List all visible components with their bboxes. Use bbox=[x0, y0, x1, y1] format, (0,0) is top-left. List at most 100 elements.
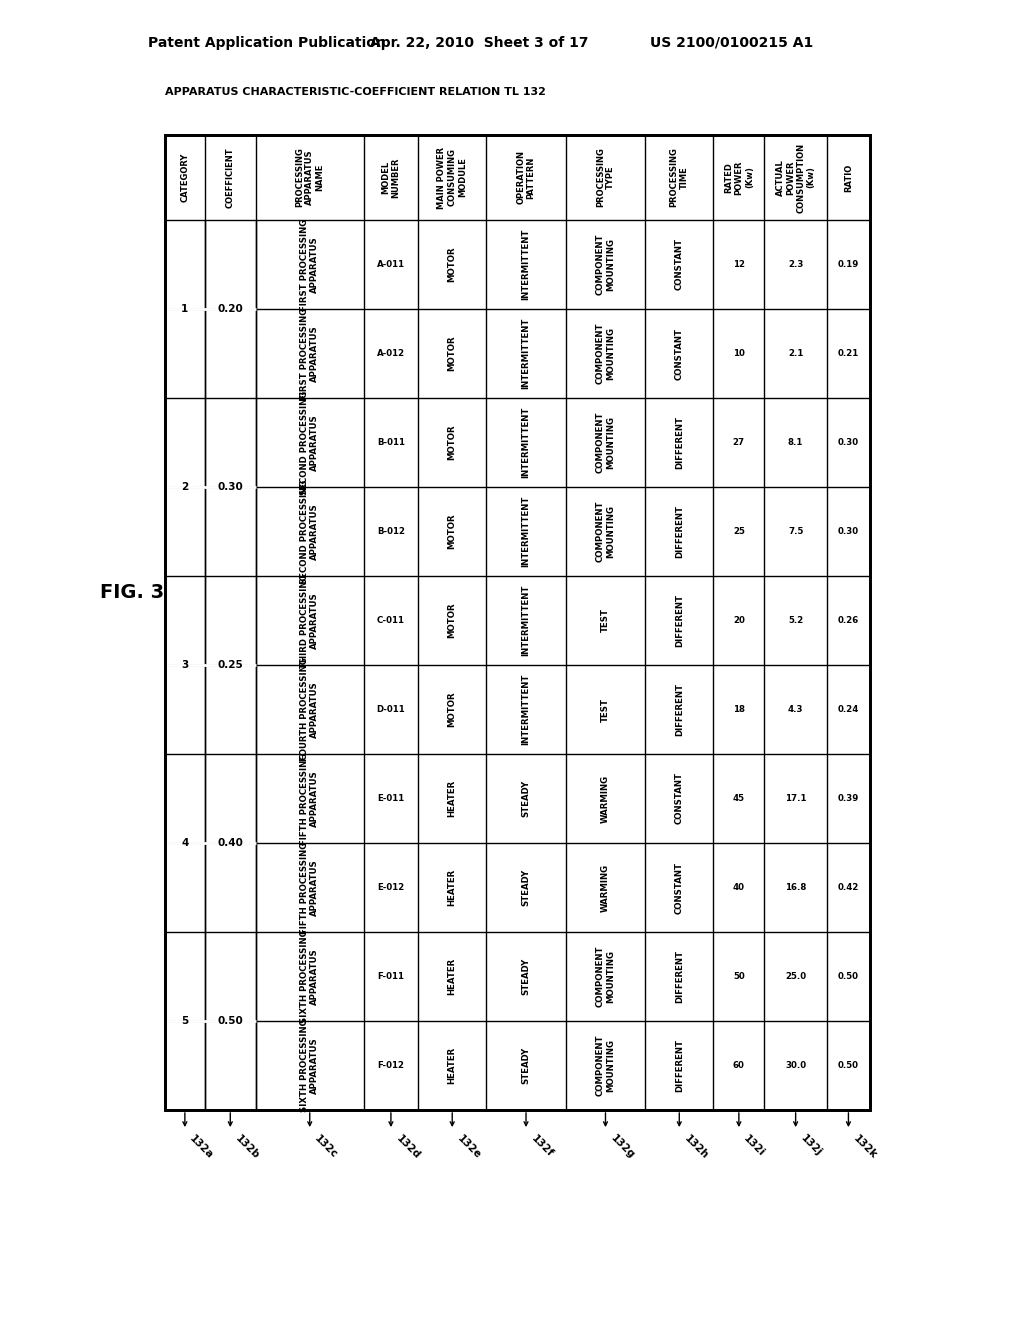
Text: 132i: 132i bbox=[741, 1133, 767, 1158]
Text: STEADY: STEADY bbox=[521, 869, 530, 906]
Text: 0.39: 0.39 bbox=[838, 795, 859, 803]
Text: 0.25: 0.25 bbox=[217, 660, 243, 671]
Text: 132c: 132c bbox=[312, 1133, 340, 1160]
Text: COMPONENT
MOUNTING: COMPONENT MOUNTING bbox=[596, 234, 615, 296]
Text: COMPONENT
MOUNTING: COMPONENT MOUNTING bbox=[596, 945, 615, 1007]
Text: MOTOR: MOTOR bbox=[447, 692, 457, 727]
Bar bbox=[165, 135, 870, 1110]
Text: CONSTANT: CONSTANT bbox=[675, 772, 684, 825]
Text: FIFTH PROCESSING
APPARATUS: FIFTH PROCESSING APPARATUS bbox=[300, 752, 319, 845]
Text: A-012: A-012 bbox=[377, 348, 404, 358]
Text: DIFFERENT: DIFFERENT bbox=[675, 594, 684, 647]
Text: 40: 40 bbox=[733, 883, 744, 892]
Text: 60: 60 bbox=[733, 1061, 744, 1071]
Text: 25: 25 bbox=[733, 527, 744, 536]
Text: PROCESSING
TIME: PROCESSING TIME bbox=[670, 148, 689, 207]
Text: FIFTH PROCESSING
APPARATUS: FIFTH PROCESSING APPARATUS bbox=[300, 841, 319, 933]
Text: COMPONENT
MOUNTING: COMPONENT MOUNTING bbox=[596, 1035, 615, 1096]
Text: FIG. 3: FIG. 3 bbox=[100, 583, 164, 602]
Text: 132j: 132j bbox=[799, 1133, 823, 1158]
Text: E-012: E-012 bbox=[377, 883, 404, 892]
Text: 50: 50 bbox=[733, 972, 744, 981]
Text: INTERMITTENT: INTERMITTENT bbox=[521, 496, 530, 568]
Text: MOTOR: MOTOR bbox=[447, 603, 457, 639]
Text: 0.42: 0.42 bbox=[838, 883, 859, 892]
Text: 4: 4 bbox=[181, 838, 188, 847]
Text: 0.20: 0.20 bbox=[217, 304, 243, 314]
Text: MOTOR: MOTOR bbox=[447, 247, 457, 282]
Text: HEATER: HEATER bbox=[447, 1047, 457, 1084]
Text: TEST: TEST bbox=[601, 697, 610, 722]
Text: APPARATUS CHARACTERISTIC-COEFFICIENT RELATION TL 132: APPARATUS CHARACTERISTIC-COEFFICIENT REL… bbox=[165, 87, 546, 96]
Text: 7.5: 7.5 bbox=[787, 527, 803, 536]
Text: 132k: 132k bbox=[851, 1133, 879, 1160]
Text: COMPONENT
MOUNTING: COMPONENT MOUNTING bbox=[596, 412, 615, 474]
Text: SIXTH PROCESSING
APPARATUS: SIXTH PROCESSING APPARATUS bbox=[300, 1019, 319, 1113]
Text: 132f: 132f bbox=[529, 1133, 555, 1159]
Text: WARMING: WARMING bbox=[601, 775, 610, 822]
Text: C-011: C-011 bbox=[377, 616, 404, 624]
Text: 45: 45 bbox=[733, 795, 744, 803]
Text: 2.3: 2.3 bbox=[787, 260, 803, 269]
Text: 17.1: 17.1 bbox=[784, 795, 806, 803]
Text: DIFFERENT: DIFFERENT bbox=[675, 950, 684, 1003]
Text: 3: 3 bbox=[181, 660, 188, 671]
Text: FIRST PROCESSING
APPARATUS: FIRST PROCESSING APPARATUS bbox=[300, 308, 319, 400]
Text: RATIO: RATIO bbox=[844, 164, 853, 191]
Text: B-012: B-012 bbox=[377, 527, 404, 536]
Text: STEADY: STEADY bbox=[521, 780, 530, 817]
Text: INTERMITTENT: INTERMITTENT bbox=[521, 673, 530, 746]
Text: DIFFERENT: DIFFERENT bbox=[675, 1039, 684, 1092]
Text: 0.30: 0.30 bbox=[217, 482, 243, 492]
Text: 0.50: 0.50 bbox=[217, 1016, 243, 1026]
Text: MOTOR: MOTOR bbox=[447, 335, 457, 371]
Text: STEADY: STEADY bbox=[521, 958, 530, 995]
Text: 0.30: 0.30 bbox=[838, 438, 859, 447]
Text: INTERMITTENT: INTERMITTENT bbox=[521, 318, 530, 389]
Text: 8.1: 8.1 bbox=[787, 438, 803, 447]
Text: PROCESSING
TYPE: PROCESSING TYPE bbox=[596, 148, 615, 207]
Text: HEATER: HEATER bbox=[447, 958, 457, 995]
Text: OPERATION
PATTERN: OPERATION PATTERN bbox=[516, 150, 536, 205]
Text: 0.24: 0.24 bbox=[838, 705, 859, 714]
Text: F-011: F-011 bbox=[378, 972, 404, 981]
Text: COEFFICIENT: COEFFICIENT bbox=[225, 148, 234, 207]
Text: MODEL
NUMBER: MODEL NUMBER bbox=[381, 157, 400, 198]
Text: SECOND PROCESSING
APPARATUS: SECOND PROCESSING APPARATUS bbox=[300, 391, 319, 495]
Text: 0.30: 0.30 bbox=[838, 527, 859, 536]
Text: MOTOR: MOTOR bbox=[447, 425, 457, 461]
Text: 0.19: 0.19 bbox=[838, 260, 859, 269]
Text: MAIN POWER
CONSUMING
MODULE: MAIN POWER CONSUMING MODULE bbox=[437, 147, 467, 209]
Text: A-011: A-011 bbox=[377, 260, 404, 269]
Text: CATEGORY: CATEGORY bbox=[180, 153, 189, 202]
Text: B-011: B-011 bbox=[377, 438, 404, 447]
Text: CONSTANT: CONSTANT bbox=[675, 327, 684, 380]
Text: COMPONENT
MOUNTING: COMPONENT MOUNTING bbox=[596, 500, 615, 562]
Text: THIRD PROCESSING
APPARATUS: THIRD PROCESSING APPARATUS bbox=[300, 573, 319, 668]
Text: 132a: 132a bbox=[187, 1133, 215, 1160]
Text: D-011: D-011 bbox=[377, 705, 406, 714]
Text: STEADY: STEADY bbox=[521, 1047, 530, 1084]
Text: 25.0: 25.0 bbox=[785, 972, 806, 981]
Text: 132d: 132d bbox=[394, 1133, 422, 1160]
Text: INTERMITTENT: INTERMITTENT bbox=[521, 585, 530, 656]
Text: 0.50: 0.50 bbox=[838, 972, 859, 981]
Text: Patent Application Publication: Patent Application Publication bbox=[148, 36, 386, 50]
Text: 1: 1 bbox=[181, 304, 188, 314]
Text: DIFFERENT: DIFFERENT bbox=[675, 682, 684, 737]
Text: 4.3: 4.3 bbox=[787, 705, 804, 714]
Text: FOURTH PROCESSING
APPARATUS: FOURTH PROCESSING APPARATUS bbox=[300, 657, 319, 762]
Text: PROCESSING
APPARATUS
NAME: PROCESSING APPARATUS NAME bbox=[295, 148, 325, 207]
Text: WARMING: WARMING bbox=[601, 863, 610, 912]
Text: HEATER: HEATER bbox=[447, 780, 457, 817]
Text: 10: 10 bbox=[733, 348, 744, 358]
Text: ACTUAL
POWER
CONSUMPTION
(Kw): ACTUAL POWER CONSUMPTION (Kw) bbox=[775, 143, 816, 213]
Text: 30.0: 30.0 bbox=[785, 1061, 806, 1071]
Text: DIFFERENT: DIFFERENT bbox=[675, 506, 684, 558]
Text: 2.1: 2.1 bbox=[787, 348, 803, 358]
Text: 2: 2 bbox=[181, 482, 188, 492]
Text: TEST: TEST bbox=[601, 609, 610, 632]
Text: 132e: 132e bbox=[456, 1133, 482, 1160]
Text: 16.8: 16.8 bbox=[785, 883, 806, 892]
Text: SIXTH PROCESSING
APPARATUS: SIXTH PROCESSING APPARATUS bbox=[300, 929, 319, 1023]
